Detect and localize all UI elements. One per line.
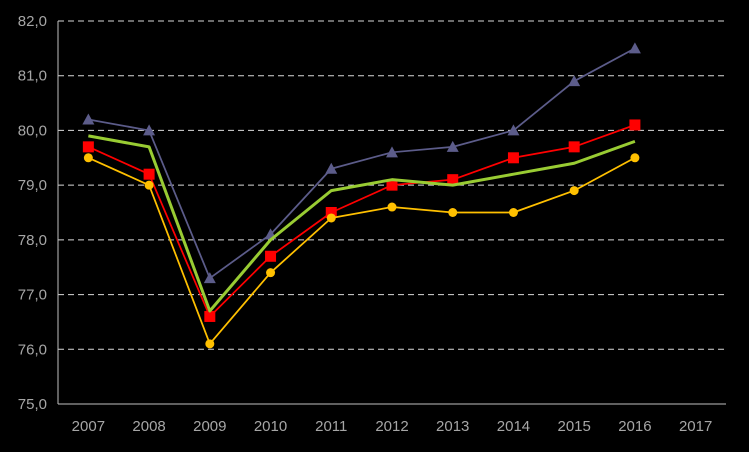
- circle-marker: [630, 153, 640, 163]
- square-marker: [265, 250, 277, 262]
- triangle-marker: [82, 113, 95, 125]
- circle-marker: [144, 180, 154, 190]
- square-marker: [204, 310, 216, 322]
- x-tick-label: 2008: [132, 418, 165, 435]
- x-tick-label: 2012: [375, 418, 408, 435]
- x-tick-label: 2015: [557, 418, 590, 435]
- y-tick-label: 75,0: [18, 396, 47, 413]
- triangle-marker: [143, 124, 156, 136]
- circle-marker: [83, 153, 93, 163]
- circle-marker: [569, 186, 579, 196]
- x-tick-label: 2009: [193, 418, 226, 435]
- series-3: [88, 134, 636, 313]
- series-line: [88, 134, 636, 313]
- square-marker: [568, 141, 580, 153]
- triangle-marker: [203, 272, 216, 284]
- axes: [57, 21, 726, 405]
- x-tick-label: 2007: [72, 418, 105, 435]
- series-group: [82, 42, 641, 349]
- x-tick-label: 2013: [436, 418, 469, 435]
- series-1: [82, 42, 641, 284]
- square-marker: [82, 141, 94, 153]
- x-axis-tick-labels: 2007 2008 2009 2010 2011 2012 2013 2014 2015 2016…: [72, 418, 713, 435]
- circle-marker: [266, 268, 276, 278]
- x-tick-label: 2010: [254, 418, 287, 435]
- series-line: [88, 124, 636, 318]
- square-marker: [629, 119, 641, 131]
- square-marker: [386, 179, 398, 191]
- circle-marker: [448, 208, 458, 217]
- series-line: [88, 156, 636, 345]
- series-4: [83, 153, 640, 349]
- x-tick-label: 2017: [679, 418, 712, 435]
- circle-marker: [326, 213, 336, 223]
- y-tick-label: 82,0: [18, 13, 47, 30]
- triangle-marker: [325, 162, 338, 174]
- square-marker: [507, 152, 519, 164]
- x-tick-label: 2016: [618, 418, 651, 435]
- triangle-marker: [446, 140, 459, 152]
- square-marker: [447, 174, 459, 186]
- y-tick-label: 80,0: [18, 122, 47, 139]
- triangle-marker: [386, 146, 398, 158]
- y-tick-label: 81,0: [18, 68, 47, 85]
- series-2: [82, 119, 641, 322]
- y-tick-label: 76,0: [18, 341, 47, 358]
- circle-marker: [387, 202, 397, 212]
- square-marker: [325, 207, 337, 218]
- x-tick-label: 2014: [497, 418, 530, 435]
- triangle-marker: [628, 42, 641, 54]
- x-tick-label: 2011: [315, 418, 347, 435]
- y-tick-label: 79,0: [18, 177, 47, 194]
- circle-marker: [508, 208, 518, 217]
- circle-marker: [205, 339, 215, 349]
- triangle-marker: [568, 75, 581, 87]
- y-tick-label: 78,0: [18, 232, 47, 249]
- y-axis-tick-labels: 75,0 76,0 77,0 78,0 79,0 80,0 81,0 82,0: [18, 13, 47, 413]
- series-line: [88, 47, 636, 280]
- triangle-marker: [507, 124, 520, 136]
- square-marker: [143, 168, 155, 180]
- y-tick-label: 77,0: [18, 287, 47, 304]
